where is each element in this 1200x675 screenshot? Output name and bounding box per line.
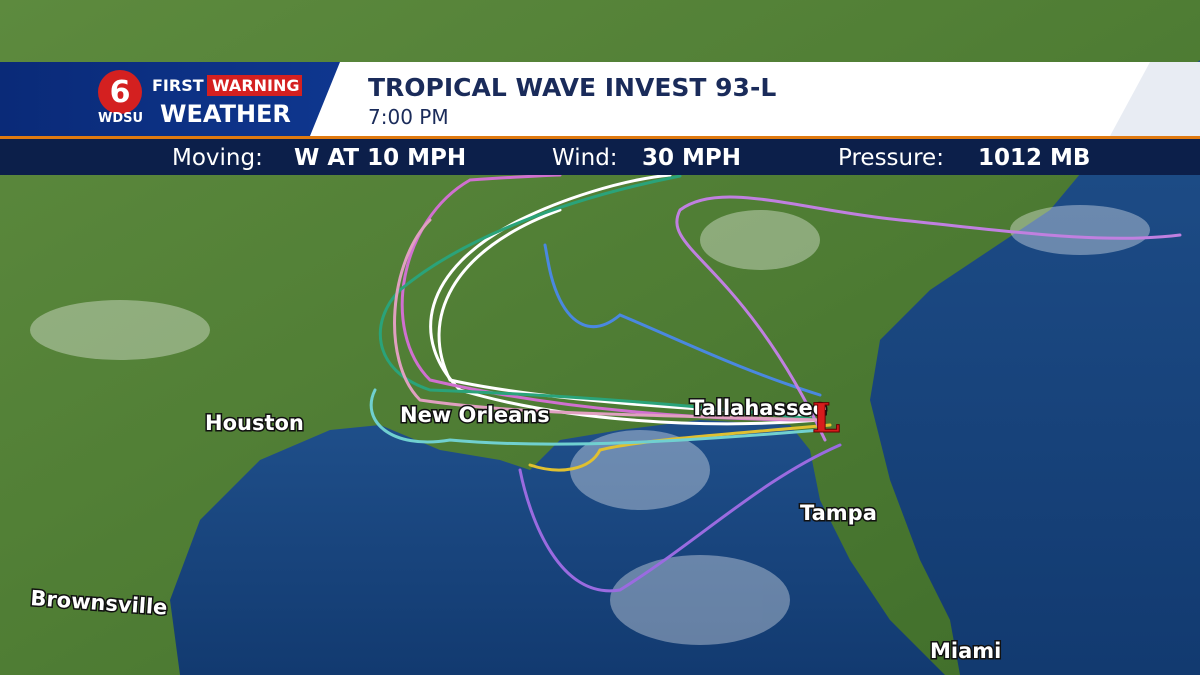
header-panel: [310, 62, 1200, 136]
stat-value: 1012 MB: [978, 145, 1090, 171]
logo-circle: [98, 70, 142, 114]
title: TROPICAL WAVE INVEST 93-L: [368, 73, 776, 102]
logo-station: WDSU: [98, 111, 143, 126]
gulf-of-mexico: [170, 420, 945, 675]
city-label: Houston: [205, 411, 304, 435]
city-label: Miami: [930, 639, 1001, 663]
low-marker: L: [812, 395, 840, 442]
stat-value: 30 MPH: [642, 145, 741, 171]
stat-label: Moving:: [172, 145, 263, 171]
logo-warning-box: [207, 75, 302, 96]
logo-warning: WARNING: [212, 76, 300, 95]
logo-first: FIRST: [152, 76, 204, 95]
city-label: Tallahassee: [690, 396, 827, 420]
stat-label: Wind:: [552, 145, 618, 171]
stat-value: W AT 10 MPH: [294, 145, 466, 171]
time: 7:00 PM: [368, 105, 449, 129]
clouds: [30, 205, 1150, 645]
stat-label: Pressure:: [838, 145, 944, 171]
atlantic-ocean: [870, 60, 1200, 675]
header-accent: [1110, 62, 1200, 136]
city-label: Tampa: [800, 501, 877, 525]
stats-bar: [0, 139, 1200, 175]
city-label: New Orleans: [400, 403, 550, 427]
header-rule: [0, 136, 1200, 139]
logo-weather: WEATHER: [160, 100, 291, 128]
logo-number: 6: [110, 75, 131, 110]
forecast-tracks: [369, 173, 1182, 593]
